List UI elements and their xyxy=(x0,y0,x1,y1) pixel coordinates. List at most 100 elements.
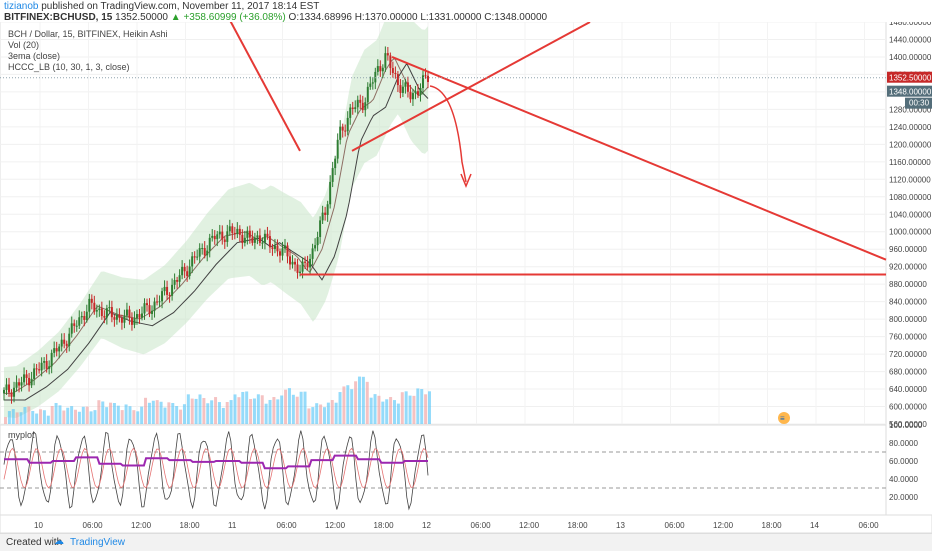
chart-header: tizianob published on TradingView.com, N… xyxy=(0,0,932,23)
candle-body xyxy=(115,314,118,320)
candle-body xyxy=(113,317,116,320)
close-price-tag xyxy=(887,85,932,97)
candle-body xyxy=(20,382,23,386)
volume-bar xyxy=(373,394,377,424)
time-axis: 10 06:00 12:00 18:00 11 06:00 12:00 18:00 12 06:0… xyxy=(0,514,932,533)
volume-bar xyxy=(50,406,54,424)
candle-body xyxy=(93,302,96,312)
candle-body xyxy=(138,314,141,318)
candle-body xyxy=(286,245,289,257)
candle-body xyxy=(118,314,121,318)
tradingview-link[interactable]: TradingView xyxy=(70,537,126,548)
volume-bar xyxy=(62,410,66,424)
trend-line[interactable] xyxy=(391,56,887,261)
candle-body xyxy=(85,311,88,320)
volume-bar xyxy=(237,397,241,424)
price-tick-label: 720.00000 xyxy=(889,350,927,359)
candle-body xyxy=(339,126,342,140)
trend-line-rising[interactable] xyxy=(351,22,591,152)
candle-body xyxy=(70,323,73,334)
legend-hccc: HCCC_LB (10, 30, 1, 3, close) xyxy=(8,62,130,72)
volume-bar xyxy=(416,388,420,424)
candle-body xyxy=(351,107,354,110)
candle-body xyxy=(30,378,33,386)
candle-body xyxy=(148,305,151,314)
volume-bar xyxy=(190,398,194,424)
candle-body xyxy=(90,298,93,303)
close-price-label: 1348.00000 xyxy=(889,88,932,97)
tradingview-logo-icon: ☁ xyxy=(54,536,64,547)
volume-bar xyxy=(404,391,408,424)
time-tick-label: 11 xyxy=(228,521,237,530)
candle-body xyxy=(278,251,281,256)
candle-body xyxy=(354,107,357,110)
candle-body xyxy=(58,346,61,352)
price-tick-label: 800.00000 xyxy=(889,315,927,324)
price-value: 1352.50000 xyxy=(115,12,168,23)
volume-bar xyxy=(241,391,245,424)
time-tick-label: 06:00 xyxy=(277,521,298,530)
candle-body xyxy=(198,248,201,257)
candle-body xyxy=(361,102,364,111)
volume-bar xyxy=(264,403,268,424)
time-tick-label: 18:00 xyxy=(762,521,783,530)
candle-body xyxy=(120,317,123,323)
candle-body xyxy=(376,66,379,72)
price-tick-label: 920.00000 xyxy=(889,263,927,272)
volume-bar xyxy=(330,400,334,424)
candle-body xyxy=(271,247,274,249)
candle-body xyxy=(231,226,234,233)
volume-bar xyxy=(15,412,19,424)
candle-body xyxy=(404,82,407,87)
volume-bar xyxy=(19,412,23,424)
volume-bar xyxy=(350,389,354,424)
candle-body xyxy=(421,75,424,89)
projection-arrow[interactable] xyxy=(429,85,467,183)
candle-body xyxy=(23,374,26,383)
candle-body xyxy=(171,284,174,296)
candle-body xyxy=(411,93,414,100)
candle-body xyxy=(178,275,181,282)
candle-body xyxy=(188,266,191,277)
candle-body xyxy=(236,228,239,234)
price-tick-label: 1000.00000 xyxy=(889,228,932,237)
volume-bar xyxy=(307,408,311,424)
candle-body xyxy=(248,230,251,238)
volume-bar xyxy=(7,411,11,424)
candle-body xyxy=(110,307,113,318)
price-tick-label: 840.00000 xyxy=(889,298,927,307)
volume-bar xyxy=(35,413,39,424)
candle-body xyxy=(221,231,224,240)
hccc-band xyxy=(4,22,428,419)
candle-body xyxy=(296,264,299,273)
trend-line[interactable] xyxy=(222,22,301,152)
volume-bar xyxy=(412,395,416,424)
candle-body xyxy=(18,382,21,386)
flag-icon[interactable]: ≡ xyxy=(778,412,790,424)
candle-body xyxy=(5,384,8,390)
price-pane[interactable]: 1480.000001440.000001400.000001360.00000… xyxy=(0,22,932,515)
chart-canvas[interactable]: 1480.00000 1440.00000 1400.00000 13 60.0000 0… xyxy=(0,22,932,533)
author-link[interactable]: tizianob xyxy=(4,1,39,12)
volume-bar xyxy=(175,406,179,424)
volume-bar xyxy=(287,388,291,424)
volume-bar xyxy=(81,406,85,424)
candle-body xyxy=(344,130,347,132)
volume-bar xyxy=(128,406,132,424)
candle-body xyxy=(183,266,186,272)
time-tick-label: 12:00 xyxy=(713,521,734,530)
oscillator-pane[interactable]: myplot 100.0000 80.0000 60.0000 40.0000 20.0… xyxy=(0,421,923,516)
candle-body xyxy=(281,248,284,256)
volume-bar xyxy=(167,402,171,424)
candle-body xyxy=(103,316,106,318)
price-tick-label: 1240.00000 xyxy=(889,123,932,132)
volume-bar xyxy=(299,391,303,424)
volume-bar xyxy=(31,410,35,424)
candle-body xyxy=(331,168,334,182)
candle-body xyxy=(396,74,399,86)
volume-bar xyxy=(361,376,365,424)
candle-body xyxy=(25,374,28,378)
candle-body xyxy=(43,360,46,363)
candle-body xyxy=(319,220,322,238)
candle-body xyxy=(334,158,337,169)
